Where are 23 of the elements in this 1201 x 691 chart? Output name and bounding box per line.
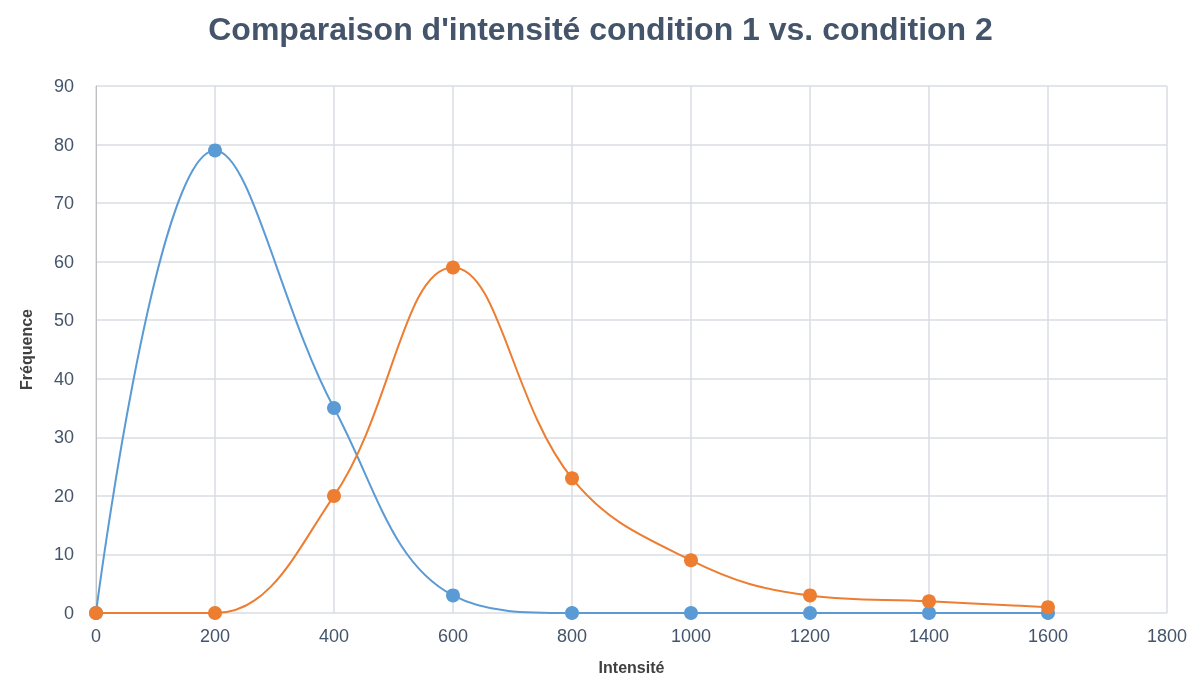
x-tick-label: 1600: [1027, 626, 1069, 646]
y-tick-label: 30: [53, 427, 74, 448]
y-tick-label: 20: [53, 485, 74, 506]
x-tick-label: 600: [437, 626, 469, 646]
x-tick-label: 800: [556, 626, 588, 646]
y-tick-label: 70: [53, 193, 74, 214]
y-tick-label: 80: [53, 134, 74, 155]
y-tick-label: 10: [53, 544, 74, 565]
x-tick-label: 1000: [670, 626, 712, 646]
y-tick-label: 0: [63, 603, 74, 623]
x-tick-label: 1400: [908, 626, 950, 646]
x-tick-label: 400: [318, 626, 350, 646]
y-tick-label: 60: [53, 251, 74, 272]
x-tick-label: 1800: [1146, 626, 1188, 646]
y-axis-title: Fréquence: [17, 308, 35, 390]
y-tick-label: 40: [53, 368, 74, 389]
y-tick-label: 50: [53, 310, 74, 331]
x-axis-title: Intensité: [598, 658, 665, 676]
x-tick-label: 1200: [789, 626, 831, 646]
chart-title: Comparaison d'intensité condition 1 vs. condition 2: [208, 11, 993, 47]
y-tick-label: 90: [53, 76, 74, 96]
x-tick-label: 0: [90, 626, 102, 646]
x-tick-label: 200: [199, 626, 231, 646]
